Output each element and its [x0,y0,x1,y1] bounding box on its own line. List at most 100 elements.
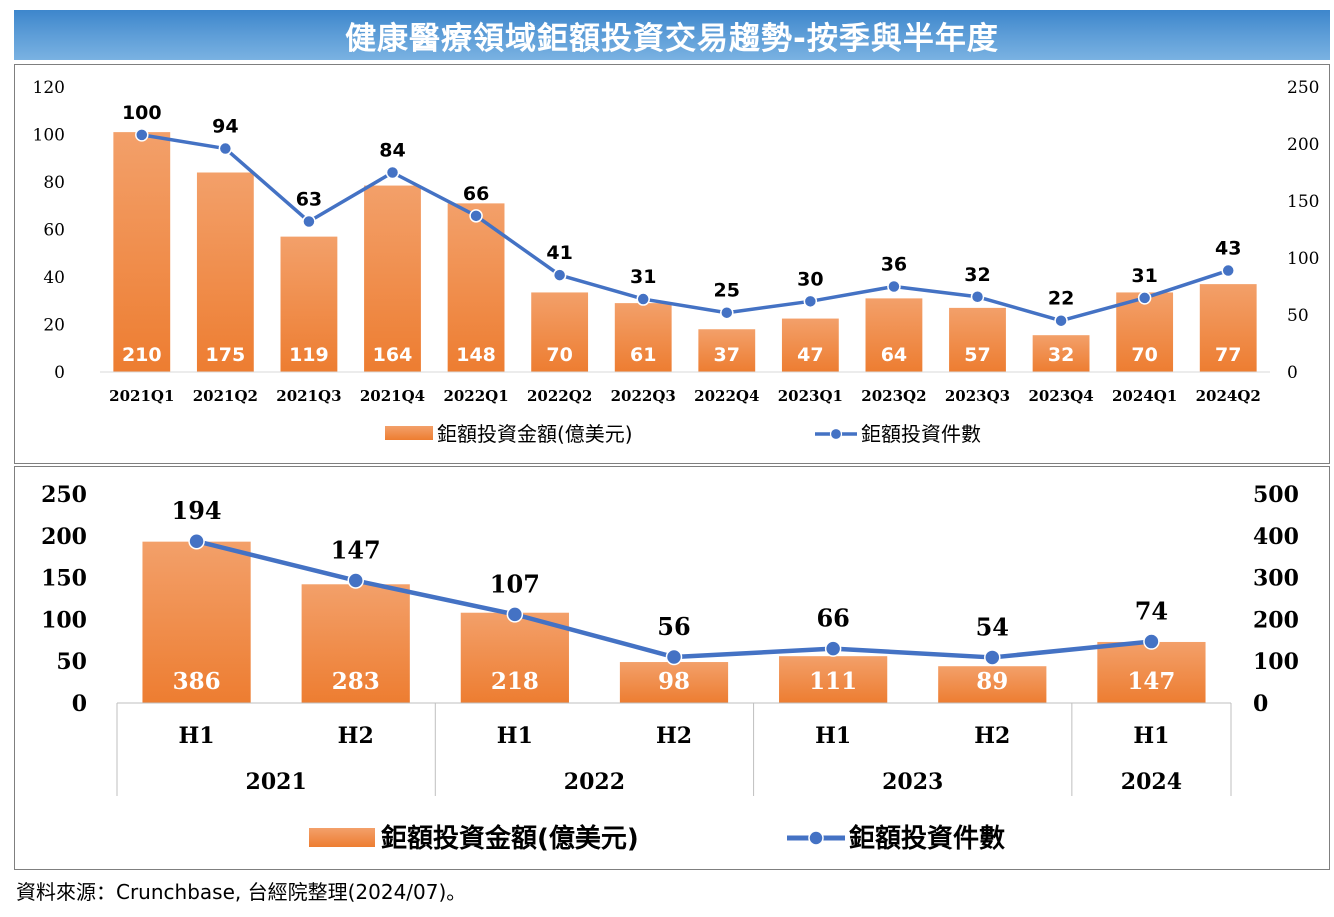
line-point [1143,633,1160,650]
line-point [665,648,683,666]
category-tick: 2021Q4 [360,387,425,405]
bar-value-label: 283 [332,668,380,695]
line-value-label: 147 [331,536,381,565]
quarterly-chart-panel: 0 20 40 60 80 100 120 0 50 100 150 200 250 210 2021Q1 1… [14,64,1330,464]
line-point [1137,291,1152,305]
line-value-label: 25 [714,280,740,302]
category-tick: 2022Q3 [611,387,676,405]
line-value-label: 107 [490,569,540,598]
right-axis-tick: 50 [1287,306,1309,326]
bar [113,132,171,372]
bar [196,172,254,372]
line-point [135,128,149,142]
line-value-label: 36 [881,254,907,276]
line-point [803,294,818,309]
bar [949,307,1006,372]
category-tick: 2022Q4 [694,387,759,405]
left-axis-tick: 250 [41,482,87,508]
category-tick: 2024Q2 [1196,387,1261,405]
legend-line-label: 鉅額投資件數 [849,823,1005,854]
left-axis-tick: 40 [43,268,65,288]
category-tick: H2 [974,723,1010,749]
line-value-label: 94 [212,116,238,138]
year-group-label: 2022 [564,769,625,795]
line-point [970,290,985,304]
left-axis-tick: 100 [41,607,87,633]
right-axis-tick: 200 [1287,135,1319,155]
bar-value-label: 210 [122,344,162,366]
category-tick: H2 [338,723,374,749]
year-group-label: 2021 [246,769,307,795]
bar-value-label: 111 [809,668,857,695]
bar-value-label: 89 [976,668,1008,695]
series-line [141,133,1229,323]
bar-value-label: 175 [206,344,246,366]
line-point [188,532,205,550]
legend-bar-label: 鉅額投資金額(億美元) [437,422,633,446]
line-value-label: 56 [657,612,690,641]
bar [1032,335,1090,372]
line-point [887,279,901,294]
bar [779,656,888,703]
bar-value-label: 147 [1127,668,1175,695]
right-axis-tick: 500 [1253,482,1299,508]
category-tick: 2022Q1 [443,387,508,405]
category-tick: 2021Q3 [276,387,341,405]
bar-value-label: 57 [964,344,990,366]
right-axis-tick: 100 [1287,249,1319,269]
bar [865,298,923,372]
bar [1097,641,1206,703]
legend-bar-swatch [385,426,433,440]
bar [142,541,251,703]
line-value-label: 66 [816,604,849,633]
legend-bar-swatch [309,828,375,847]
line-value-label: 30 [797,268,823,290]
bar [614,303,672,372]
bar-value-label: 64 [881,344,907,366]
bar [364,185,421,372]
category-tick: H1 [1133,723,1169,749]
left-axis-tick: 0 [72,691,87,717]
right-axis-tick: 200 [1253,607,1299,633]
bar [1116,292,1174,372]
title-bar: 健康醫療領域鉅額投資交易趨勢-按季與半年度 [14,10,1330,60]
right-axis-tick: 150 [1287,192,1319,212]
line-point [1054,313,1068,328]
left-axis-tick: 60 [43,221,65,241]
line-point [385,165,400,180]
bar [698,329,756,372]
line-point [1221,263,1235,278]
source-note: 資料來源：Crunchbase, 台經院整理(2024/07)。 [16,880,467,904]
right-axis-tick: 0 [1287,363,1298,383]
bar-value-label: 218 [491,668,539,695]
line-point [984,649,1001,666]
line-value-label: 194 [172,496,222,525]
line-value-label: 31 [630,266,656,288]
bar-value-label: 37 [714,344,740,366]
category-tick: H1 [815,723,851,749]
bar [460,612,569,703]
line-point [720,305,734,320]
line-value-label: 31 [1131,265,1157,287]
category-tick: 2023Q3 [945,387,1010,405]
bar [301,584,410,703]
line-value-label: 66 [463,183,489,205]
right-axis-tick: 400 [1253,524,1299,550]
category-tick: H1 [497,723,533,749]
bar-value-label: 148 [456,344,496,366]
bar-value-label: 47 [797,344,823,366]
chart-title: 健康醫療領域鉅額投資交易趨勢-按季與半年度 [345,20,999,57]
right-axis-tick: 300 [1253,566,1299,592]
year-group-label: 2023 [882,769,943,795]
line-value-label: 63 [296,189,322,211]
category-tick: 2024Q1 [1112,387,1177,405]
line-point [636,292,650,306]
bar-value-label: 70 [546,344,572,366]
line-value-label: 32 [964,264,990,286]
right-axis-tick: 0 [1253,691,1268,717]
left-axis-tick: 50 [56,649,87,675]
left-axis-tick: 120 [33,78,65,98]
category-tick: 2023Q2 [861,387,926,405]
quarterly-chart: 0 20 40 60 80 100 120 0 50 100 150 200 250 210 2021Q1 1… [33,78,1320,446]
legend-line-marker [808,830,824,846]
